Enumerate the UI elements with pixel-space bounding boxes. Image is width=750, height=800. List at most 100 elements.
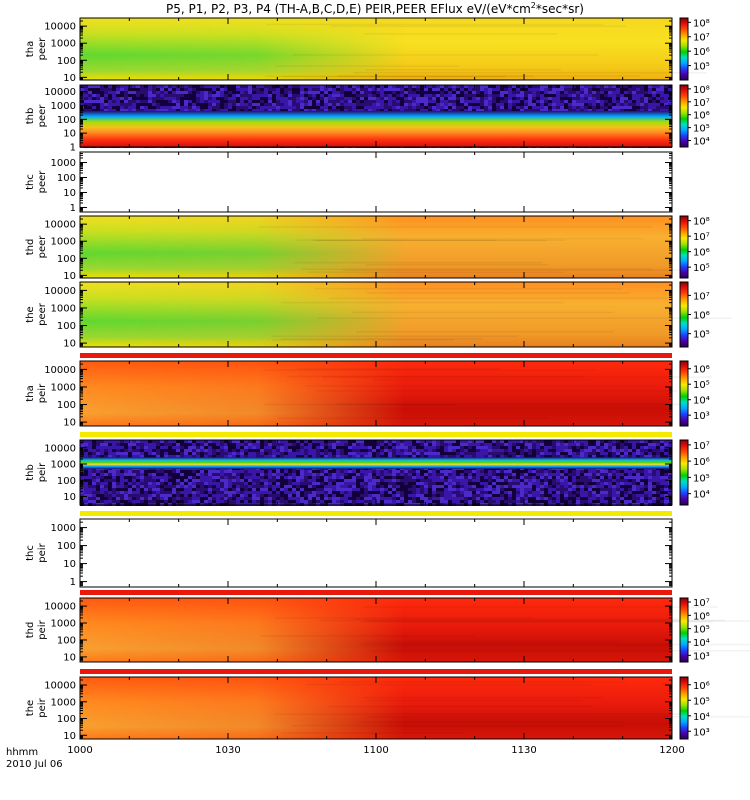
spectrogram-early-state [80,216,672,278]
spectrogram-striation [329,297,667,299]
colorbar-tick-label: 10³ [693,411,710,422]
x-tick-label: 1130 [511,745,536,756]
spectrogram-striation [264,403,457,406]
y-tick-label: 1000 [51,101,76,112]
spectrogram-striation [338,681,627,683]
y-tick-label: 1 [70,577,76,588]
y-tick-label: 10000 [44,365,76,376]
spectrogram-striation [312,239,496,242]
y-axis-species-label: peir [37,619,48,639]
colorbar-tick-label: 10⁸ [693,18,710,29]
spectrogram-striation [274,617,533,619]
y-tick-label: 1000 [51,382,76,393]
x-tick-label: 1100 [363,745,388,756]
y-axis-species-label: peir [37,383,48,403]
spectrogram-striation [282,75,506,78]
spectrogram-early-state [80,361,672,426]
y-axis-species-label: peir [37,697,48,717]
spectrogram-striation [318,619,726,622]
y-tick-label: 100 [57,254,76,265]
spectrogram-striation [305,385,655,387]
y-tick-label: 10 [63,73,76,84]
spectrogram-striation [257,226,652,228]
colorbar-tick-label: 10⁷ [693,441,710,452]
y-tick-label: 100 [57,400,76,411]
spectrogram-striation [290,725,625,727]
y-tick-label: 10 [63,731,76,742]
spectrogram-early-state [80,598,672,662]
spectrogram-striation [274,713,684,715]
colorbar-tick-label: 10⁴ [693,490,710,501]
date-label: 2010 Jul 06 [6,759,63,770]
panel-thd-peer: 10000 1000 100 10 thd peer 10⁸ 10⁷ 10⁶ 10⁵ [25,215,710,282]
y-axis-species-label: peer [37,37,48,61]
colorbar: 10⁸ 10⁷ 10⁶ 10⁵ [679,215,710,279]
spectrogram-empty [80,152,672,212]
spectrogram-striation [365,68,562,71]
y-tick-label: 1000 [51,237,76,248]
y-tick-label: 10 [63,271,76,282]
panel-top-band [80,353,672,358]
spectrogram-striation [365,263,549,266]
panel-the-peer: 10000 1000 100 10 the peer 10⁷ 10⁶ 10⁵ [25,281,732,350]
panel-thb-peer: 10000 1000 100 10 1 thb peer 10⁸ 10⁷ 10⁶ 10⁵ 10⁴ [25,84,710,154]
spectrogram-striation [302,268,653,271]
y-tick-label: 100 [57,476,76,487]
time-axis: 1000 1030 1100 1130 1200 [67,18,685,756]
colorbar-tick-label: 10⁶ [693,681,710,692]
spectrogram-striation [366,292,630,294]
y-tick-label: 10000 [44,220,76,231]
y-tick-label: 10 [63,492,76,503]
spectrogram-bright-band [80,110,672,147]
spectrogram-striation [367,716,750,718]
y-axis-species-label: peer [37,235,48,259]
colorbar-tick-label: 10⁵ [693,473,710,484]
panel-top-band [80,511,672,516]
spectrogram-empty [80,519,672,587]
y-tick-label: 1000 [51,303,76,314]
colorbar-tick-label: 10⁴ [693,396,710,407]
colorbar-tick-label: 10⁶ [693,457,710,468]
y-tick-label: 10 [63,418,76,429]
spectrogram-striation [271,335,518,338]
spectrogram-striation [328,705,594,708]
colorbar-tick-label: 10⁴ [693,712,710,723]
spectrogram-striation [353,71,707,74]
y-axis-probe-label: tha [25,41,36,57]
y-axis-probe-label: thb [25,464,36,481]
spectrogram-striation [274,65,459,67]
y-axis-probe-label: thb [25,108,36,125]
spectrogram-striation [293,54,600,56]
y-tick-label: 1000 [51,697,76,708]
colorbar: 10⁷ 10⁶ 10⁵ 10⁴ [679,439,710,506]
spectrogram-bright-band [80,457,672,469]
spectrogram-striation [351,311,613,314]
colorbar-tick-label: 10⁵ [693,696,710,707]
y-axis-species-label: peer [37,170,48,194]
colorbar-tick-label: 10⁶ [693,611,710,622]
colorbar-tick-label: 10⁶ [693,248,710,259]
y-axis-species-label: peer [37,302,48,326]
spectrogram-striation [295,239,566,241]
y-tick-label: 10 [63,188,76,199]
y-axis-species-label: peir [37,462,48,482]
y-tick-label: 10000 [44,680,76,691]
x-axis-label: hhmm [6,747,38,758]
colorbar-tick-label: 10⁵ [693,263,710,274]
colorbar: 10⁶ 10⁵ 10⁴ 10³ [679,676,710,740]
y-tick-label: 1 [70,143,76,154]
spectrogram-striation [317,390,678,392]
colorbar-tick-label: 10⁶ [693,311,710,322]
y-tick-label: 10000 [44,87,76,98]
colorbar-tick-label: 10⁵ [693,380,710,391]
y-tick-label: 100 [57,321,76,332]
x-tick-label: 1030 [215,745,240,756]
spectrogram-striation [362,606,718,608]
spectrogram-striation [364,641,619,644]
colorbar: 10⁷ 10⁶ 10⁵ [679,281,710,348]
y-tick-label: 10000 [44,286,76,297]
y-axis-species-label: peer [37,104,48,128]
y-tick-label: 10000 [44,22,76,33]
spectrogram-striation [277,417,549,419]
panel-the-peir: 10000 1000 100 10 the peir 10⁶ 10⁵ 10⁴ 10³ [25,669,750,742]
